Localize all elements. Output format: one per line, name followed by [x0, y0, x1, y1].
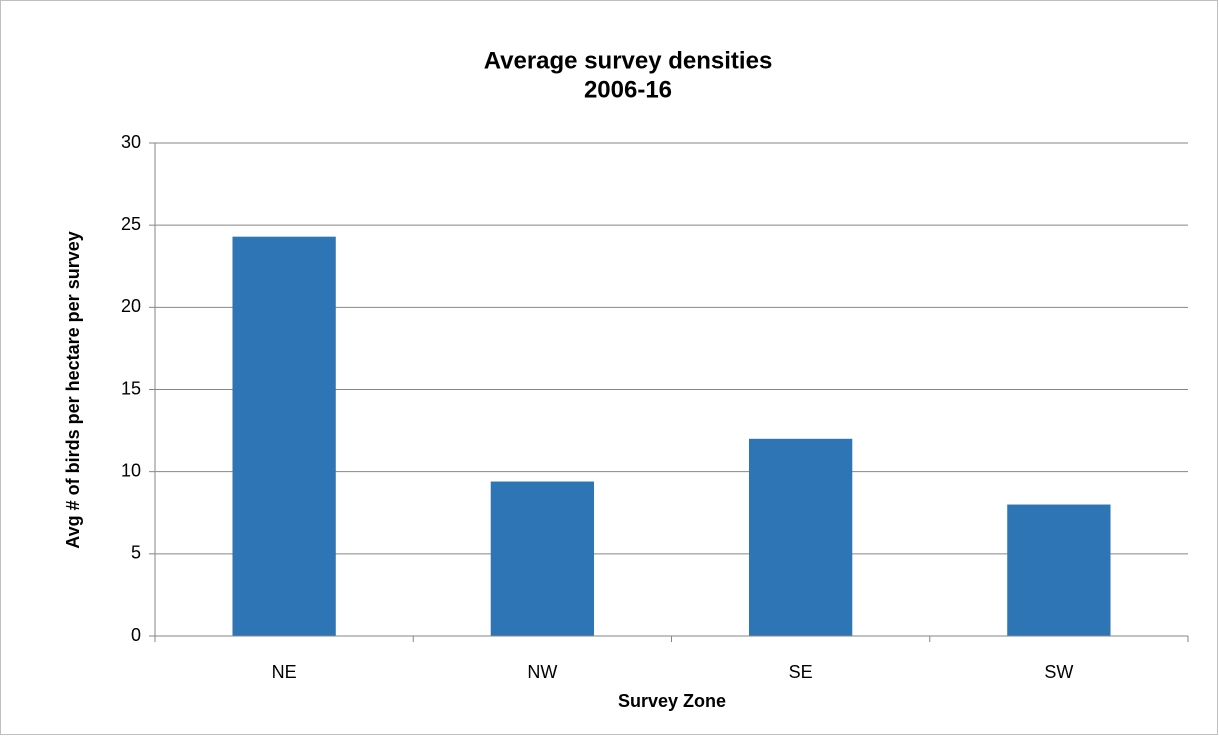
bar — [232, 236, 336, 637]
y-tick-label: 25 — [121, 214, 141, 234]
bar — [1007, 504, 1111, 636]
x-tick-label: NW — [527, 662, 557, 682]
x-tick-label: SE — [789, 662, 813, 682]
y-tick-label: 5 — [131, 543, 141, 563]
x-tick-label: SW — [1044, 662, 1073, 682]
y-tick-label: 0 — [131, 625, 141, 645]
y-tick-label: 10 — [121, 460, 141, 480]
chart-title: Average survey densities — [484, 47, 773, 74]
y-axis-label: Avg # of birds per hectare per survey — [63, 231, 83, 548]
chart-subtitle: 2006-16 — [584, 76, 672, 103]
y-tick-label: 30 — [121, 132, 141, 152]
y-tick-label: 20 — [121, 296, 141, 316]
bar — [490, 481, 595, 636]
y-tick-label: 15 — [121, 378, 141, 398]
x-axis-label: Survey Zone — [618, 691, 726, 711]
bar — [748, 438, 853, 636]
x-tick-label: NE — [272, 662, 297, 682]
